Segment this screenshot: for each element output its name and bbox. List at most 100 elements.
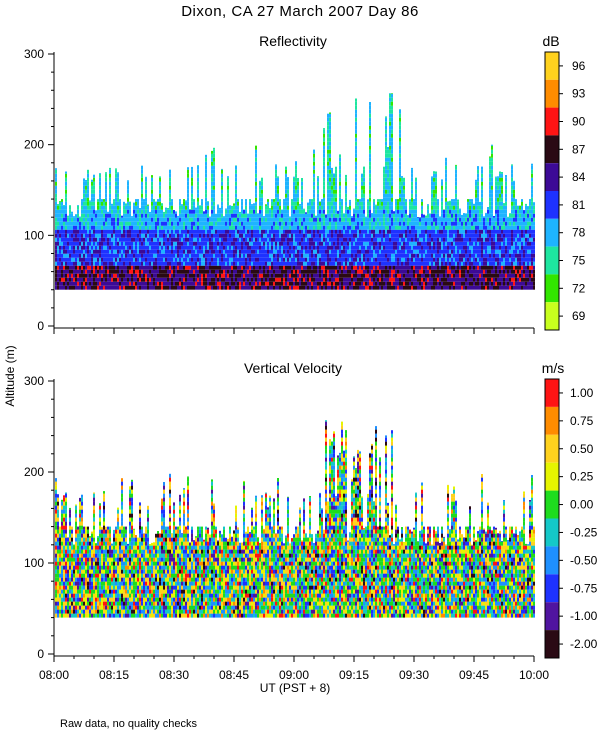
heatmap-cell — [285, 265, 287, 270]
heatmap-cell — [323, 141, 325, 146]
heatmap-cell — [65, 273, 67, 278]
heatmap-cell — [291, 233, 293, 238]
heatmap-cell — [89, 201, 91, 206]
heatmap-cell — [91, 245, 93, 250]
heatmap-cell — [241, 241, 243, 246]
heatmap-cell — [105, 253, 107, 258]
heatmap-cell — [255, 273, 257, 278]
heatmap-cell — [183, 269, 185, 274]
heatmap-cell — [317, 185, 319, 190]
heatmap-cell — [315, 277, 317, 282]
heatmap-cell — [415, 205, 417, 210]
heatmap-cell — [409, 265, 411, 270]
heatmap-cell — [97, 199, 99, 202]
heatmap-cell — [83, 249, 85, 254]
heatmap-cell — [151, 197, 153, 202]
heatmap-cell — [185, 200, 187, 202]
heatmap-cell — [191, 261, 193, 266]
heatmap-cell — [307, 237, 309, 242]
heatmap-cell — [357, 261, 359, 266]
heatmap-cell — [313, 233, 315, 238]
heatmap-cell — [69, 269, 71, 274]
heatmap-cell — [205, 213, 207, 218]
heatmap-cell — [367, 233, 369, 238]
heatmap-cell — [117, 177, 119, 182]
heatmap-cell — [323, 277, 325, 282]
heatmap-cell — [267, 201, 269, 206]
heatmap-cell — [375, 265, 377, 270]
heatmap-cell — [291, 265, 293, 270]
heatmap-cell — [187, 173, 189, 178]
heatmap-cell — [211, 245, 213, 250]
heatmap-cell — [321, 237, 323, 242]
heatmap-cell — [357, 273, 359, 278]
heatmap-cell — [61, 257, 63, 262]
heatmap-cell — [227, 253, 229, 258]
heatmap-cell — [333, 209, 335, 214]
heatmap-cell — [359, 269, 361, 274]
heatmap-cell — [357, 229, 359, 234]
heatmap-cell — [351, 245, 353, 250]
heatmap-cell — [315, 273, 317, 278]
heatmap-cell — [349, 213, 351, 218]
heatmap-cell — [287, 233, 289, 238]
heatmap-cell — [385, 281, 387, 286]
heatmap-cell — [311, 245, 313, 250]
heatmap-cell — [387, 197, 389, 202]
heatmap-cell — [221, 265, 223, 270]
heatmap-cell — [385, 213, 387, 218]
heatmap-cell — [319, 277, 321, 282]
heatmap-cell — [95, 285, 97, 290]
heatmap-cell — [167, 245, 169, 250]
heatmap-cell — [407, 249, 409, 254]
heatmap-cell — [433, 277, 435, 282]
heatmap-cell — [187, 245, 189, 250]
heatmap-cell — [387, 281, 389, 286]
heatmap-cell — [71, 249, 73, 254]
heatmap-cell — [71, 253, 73, 258]
heatmap-cell — [391, 133, 393, 138]
heatmap-cell — [369, 273, 371, 278]
heatmap-cell — [261, 253, 263, 258]
heatmap-cell — [71, 281, 73, 286]
heatmap-cell — [289, 269, 291, 274]
heatmap-cell — [405, 221, 407, 226]
heatmap-cell — [207, 269, 209, 274]
heatmap-cell — [391, 165, 393, 170]
heatmap-cell — [141, 173, 143, 178]
heatmap-cell — [431, 185, 433, 190]
heatmap-cell — [357, 233, 359, 238]
heatmap-cell — [371, 261, 373, 266]
heatmap-cell — [193, 285, 195, 290]
heatmap-cell — [253, 241, 255, 246]
heatmap-cell — [349, 201, 351, 206]
heatmap-cell — [361, 225, 363, 230]
heatmap-cell — [225, 241, 227, 246]
heatmap-cell — [381, 205, 383, 210]
heatmap-cell — [213, 221, 215, 226]
heatmap-cell — [319, 205, 321, 210]
heatmap-cell — [219, 225, 221, 230]
heatmap-cell — [295, 213, 297, 218]
heatmap-cell — [297, 201, 299, 206]
heatmap-cell — [411, 181, 413, 186]
heatmap-cell — [191, 209, 193, 214]
heatmap-cell — [297, 221, 299, 226]
heatmap-cell — [305, 277, 307, 282]
heatmap-cell — [443, 281, 445, 286]
heatmap-cell — [173, 245, 175, 250]
heatmap-cell — [223, 269, 225, 274]
heatmap-cell — [415, 241, 417, 246]
heatmap-cell — [259, 269, 261, 274]
heatmap-cell — [145, 249, 147, 254]
heatmap-cell — [155, 285, 157, 290]
heatmap-cell — [263, 277, 265, 282]
heatmap-cell — [399, 189, 401, 194]
heatmap-cell — [295, 197, 297, 202]
heatmap-cell — [447, 257, 449, 262]
heatmap-cell — [79, 221, 81, 226]
heatmap-cell — [191, 257, 193, 262]
heatmap-cell — [73, 216, 75, 218]
heatmap-cell — [395, 241, 397, 246]
heatmap-cell — [167, 253, 169, 258]
